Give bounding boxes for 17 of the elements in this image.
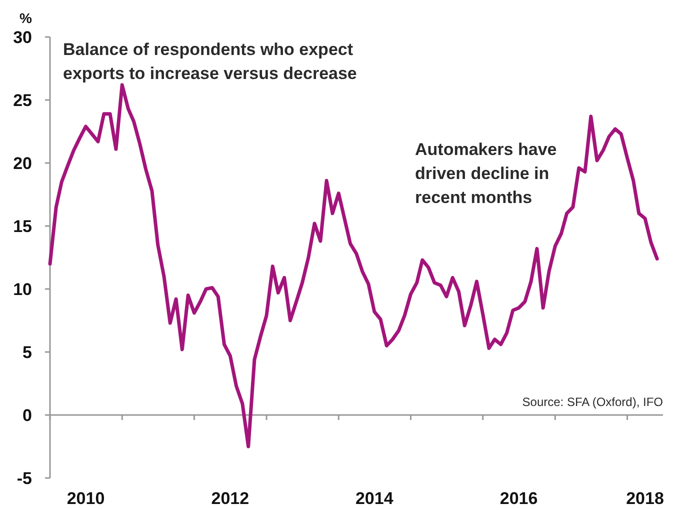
y-tick-label: 15 bbox=[13, 216, 32, 236]
y-tick-label: 10 bbox=[13, 280, 32, 299]
annotation: Automakers have driven decline in recent months bbox=[415, 140, 557, 207]
y-tick-label: 25 bbox=[13, 90, 32, 110]
x-tick-label: 2018 bbox=[626, 489, 664, 508]
annotation: Source: SFA (Oxford), IFO bbox=[522, 395, 663, 409]
x-tick-label: 2016 bbox=[500, 489, 538, 508]
y-tick-label: 5 bbox=[22, 342, 32, 362]
y-tick-label: -5 bbox=[16, 468, 32, 488]
x-tick-label: 2014 bbox=[355, 489, 394, 508]
y-axis-title: % bbox=[20, 10, 33, 26]
annotation: Balance of respondents who expect exports to increase versus decrease bbox=[63, 40, 357, 83]
y-tick-label: 20 bbox=[13, 154, 32, 173]
y-tick-label: 0 bbox=[22, 406, 32, 425]
y-tick-label: 30 bbox=[13, 28, 32, 47]
x-tick-label: 2010 bbox=[66, 489, 105, 508]
x-tick-label: 2012 bbox=[211, 489, 250, 508]
